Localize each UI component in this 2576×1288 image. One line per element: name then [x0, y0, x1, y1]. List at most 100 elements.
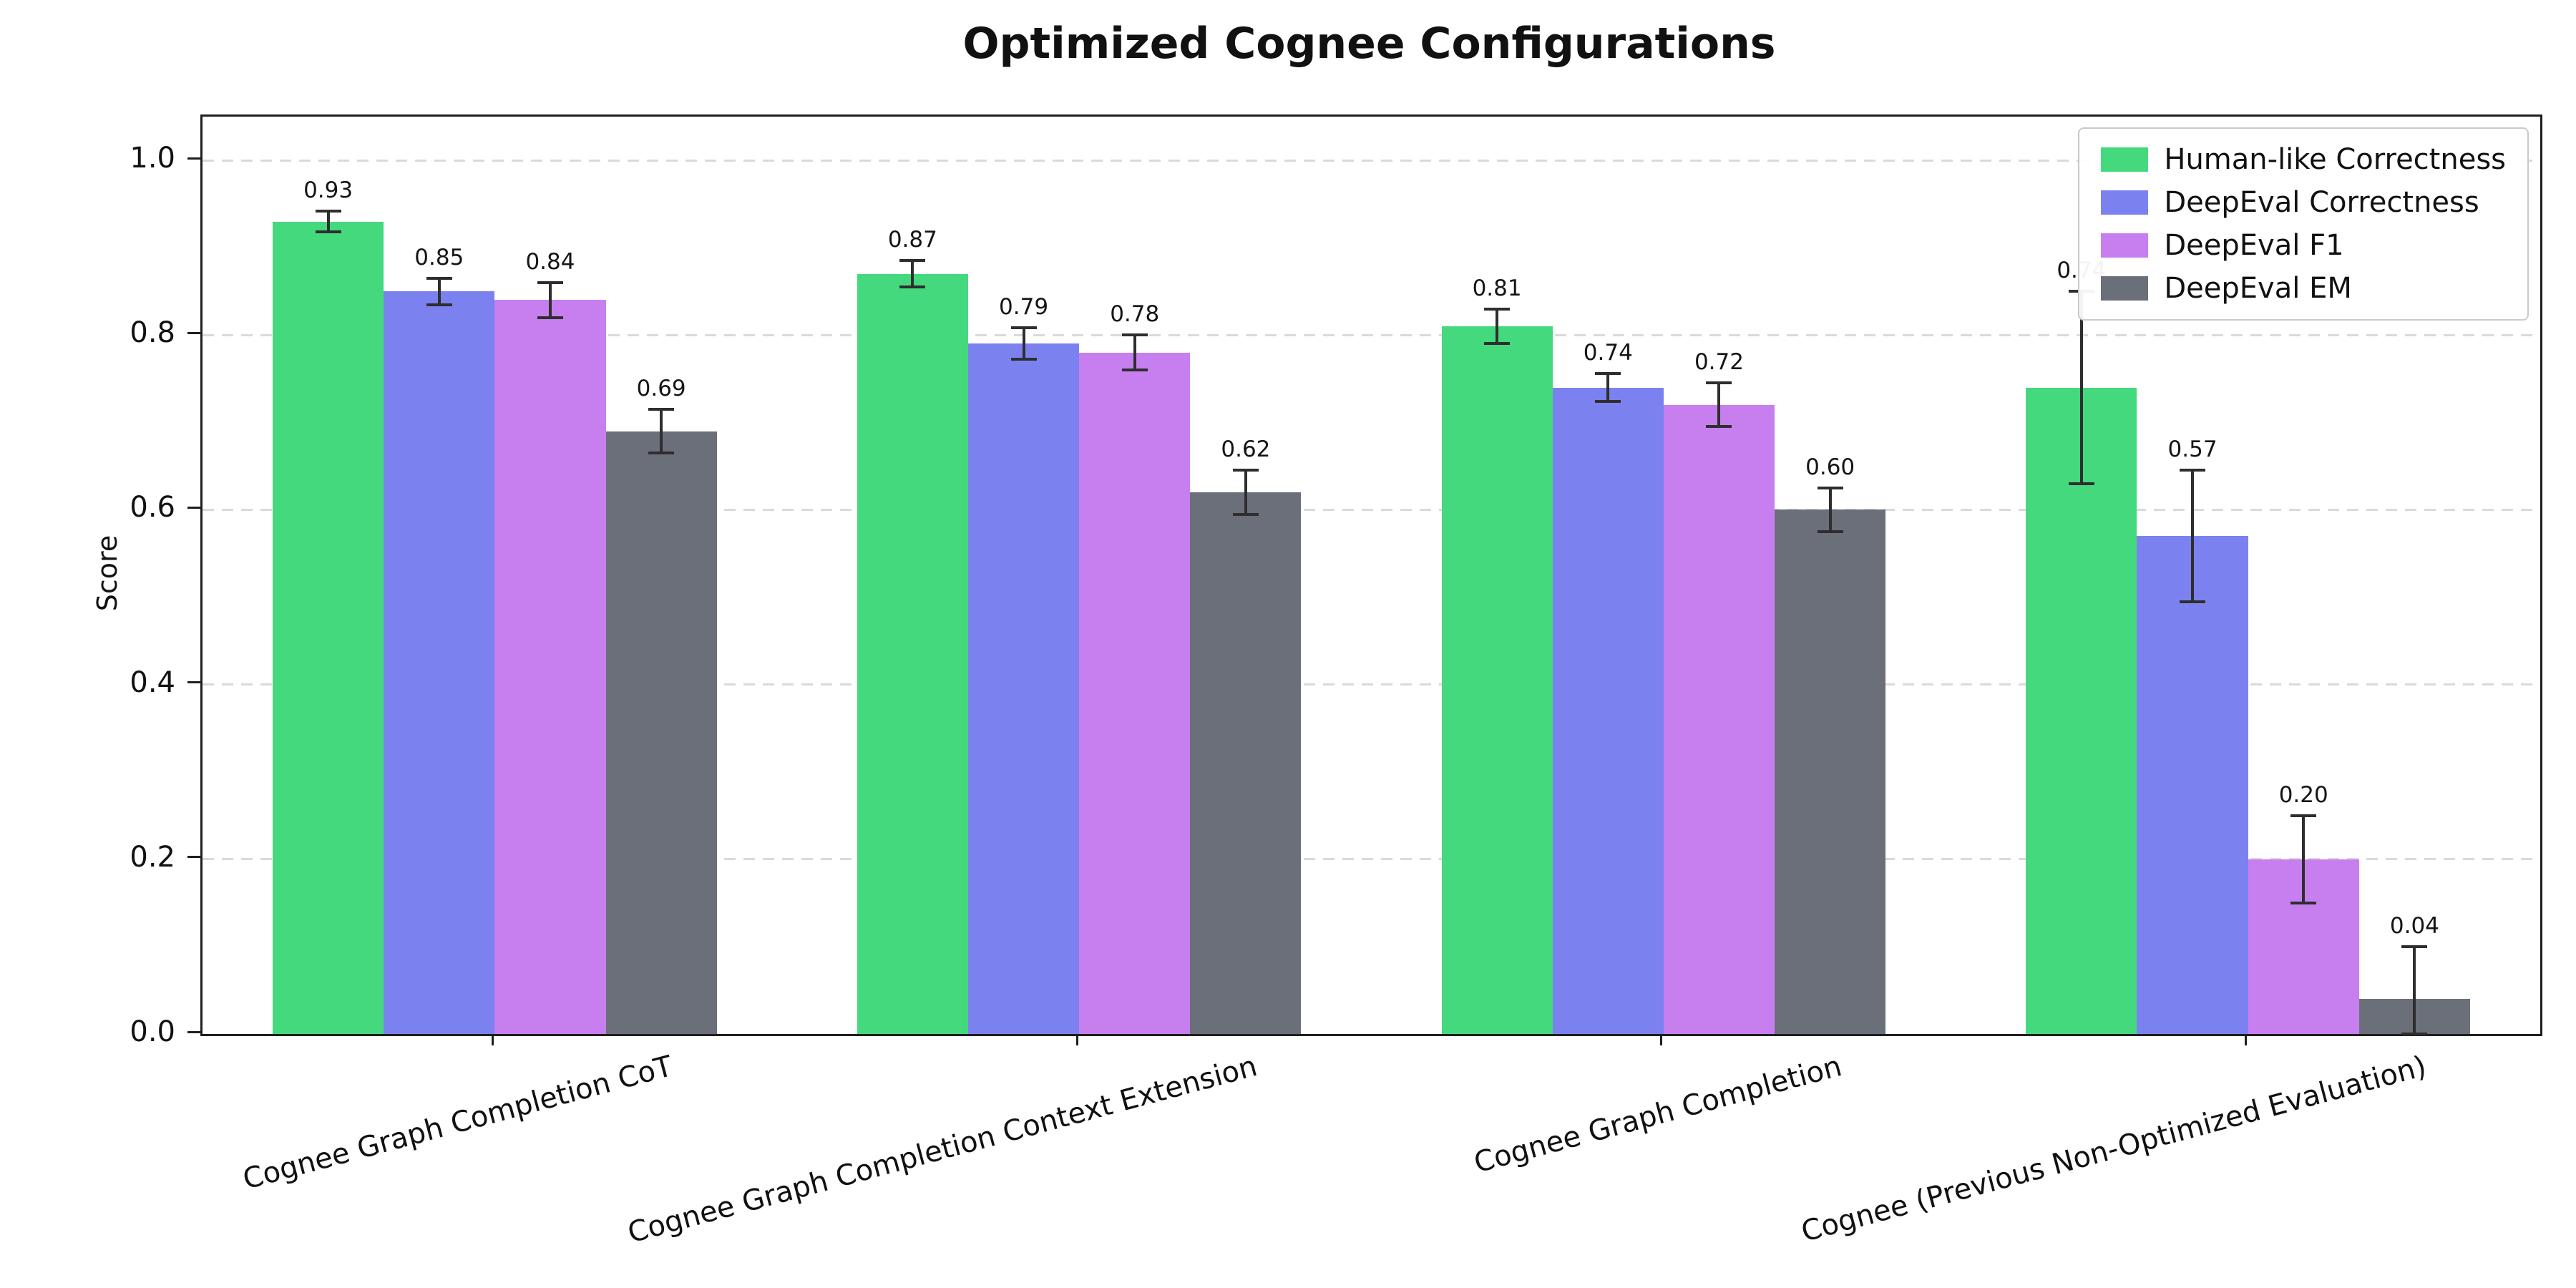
legend: Human-like Correctness DeepEval Correctne… [2078, 127, 2529, 321]
bar-deepeval-correctness-cognee-graph-completion-context-extension [967, 343, 1080, 1034]
bar-value-label: 0.60 [1805, 454, 1855, 480]
error-bar-cap [1706, 381, 1732, 385]
error-bar-cap [1817, 530, 1843, 533]
bar-value-label: 0.87 [887, 227, 937, 253]
legend-swatch-deepeval-em [2101, 276, 2149, 301]
error-bar [1717, 383, 1721, 427]
error-bar-cap [426, 276, 452, 280]
error-bar-cap [1010, 326, 1037, 330]
bar-value-label: 0.74 [1583, 339, 1633, 366]
error-bar-cap [1232, 512, 1259, 516]
bar-deepeval-f1-cognee-graph-completion-context-extension [1079, 352, 1191, 1034]
error-bar-cap [1484, 307, 1511, 311]
error-bar [2302, 815, 2306, 903]
bar-value-label: 0.93 [303, 177, 353, 203]
bar-human-like-correctness-cognee-graph-completion-context-extension [857, 273, 968, 1034]
x-tick-label: Cognee Graph Completion Context Extensio… [624, 1050, 1261, 1250]
error-bar [1244, 470, 1247, 514]
error-bar-cap [1484, 342, 1511, 346]
error-bar [2191, 470, 2195, 602]
error-bar-cap [648, 408, 675, 411]
x-tick-label: Cognee Graph Completion [1470, 1050, 1845, 1180]
error-bar-cap [537, 316, 563, 319]
error-bar [1133, 335, 1136, 371]
bar-value-label: 0.79 [999, 294, 1049, 321]
y-axis-label: Score [92, 535, 123, 612]
bar-human-like-correctness-cognee-graph-completion [1441, 326, 1553, 1034]
legend-swatch-deepeval-correctness [2101, 190, 2149, 215]
error-bar [2079, 291, 2083, 484]
error-bar-cap [1595, 400, 1621, 404]
error-bar-cap [315, 230, 341, 234]
bar-value-label: 0.62 [1221, 436, 1271, 463]
bar-deepeval-em-cognee-graph-completion-cot [605, 431, 717, 1034]
y-tick-mark [187, 331, 200, 334]
bar-human-like-correctness-cognee-previous-non-optimized-evaluation [2026, 387, 2137, 1034]
y-tick-mark [187, 681, 200, 684]
error-bar [1496, 308, 1499, 344]
legend-label: Human-like Correctness [2164, 143, 2506, 176]
bar-deepeval-correctness-cognee-previous-non-optimized-evaluation [2137, 536, 2248, 1034]
y-tick-label: 0.8 [130, 316, 175, 350]
error-bar [911, 260, 914, 288]
legend-label: DeepEval Correctness [2164, 186, 2479, 219]
y-tick-label: 1.0 [130, 142, 175, 175]
bar-value-label: 0.57 [2167, 436, 2218, 463]
legend-item-deepeval-correctness: DeepEval Correctness [2101, 186, 2506, 219]
legend-swatch-human-like-correctness [2101, 147, 2149, 172]
error-bar-cap [2401, 945, 2428, 948]
error-bar [1828, 487, 1832, 532]
gridline-y-0.8 [203, 333, 2540, 336]
y-tick-mark [187, 506, 200, 509]
error-bar-cap [648, 452, 675, 455]
error-bar-cap [315, 209, 341, 213]
error-bar-cap [899, 259, 926, 263]
error-bar-cap [1595, 371, 1621, 375]
y-tick-label: 0.2 [130, 840, 175, 874]
bar-value-label: 0.04 [2389, 912, 2439, 939]
y-tick-mark [187, 157, 200, 160]
error-bar-cap [2290, 901, 2317, 904]
legend-label: DeepEval EM [2164, 272, 2352, 305]
gridline-y-0.6 [203, 508, 2540, 511]
y-tick-label: 0.0 [130, 1015, 175, 1048]
error-bar-cap [1706, 425, 1732, 429]
error-bar [2413, 946, 2416, 1034]
x-tick-label: Cognee (Previous Non-Optimized Evaluatio… [1797, 1050, 2430, 1249]
bar-value-label: 0.84 [525, 248, 575, 275]
x-tick-label: Cognee Graph Completion CoT [240, 1050, 677, 1196]
error-bar-cap [899, 286, 926, 289]
bar-deepeval-f1-cognee-graph-completion-cot [494, 300, 606, 1034]
error-bar [660, 409, 663, 454]
error-bar [548, 282, 552, 318]
y-tick-label: 0.6 [130, 491, 175, 525]
legend-item-deepeval-f1: DeepEval F1 [2101, 229, 2506, 262]
bar-value-label: 0.78 [1110, 301, 1160, 328]
error-bar-cap [1121, 369, 1148, 372]
y-tick-mark [187, 1030, 200, 1033]
error-bar-cap [2180, 469, 2206, 472]
y-tick-mark [187, 856, 200, 859]
error-bar-cap [1817, 486, 1843, 489]
error-bar-cap [1010, 358, 1037, 361]
gridline-y-1.0 [203, 159, 2540, 162]
legend-label: DeepEval F1 [2164, 229, 2344, 262]
error-bar [1606, 373, 1610, 402]
legend-item-deepeval-em: DeepEval EM [2101, 272, 2506, 305]
error-bar-cap [2290, 814, 2317, 817]
error-bar-cap [2180, 600, 2206, 603]
bar-value-label: 0.20 [2278, 781, 2328, 808]
plot-area: 0.930.870.810.740.850.790.740.570.840.78… [200, 114, 2542, 1036]
error-bar-cap [1121, 333, 1148, 337]
error-bar-cap [2068, 482, 2094, 485]
bar-deepeval-em-cognee-graph-completion [1775, 509, 1886, 1034]
bar-deepeval-f1-cognee-graph-completion [1663, 404, 1775, 1034]
y-tick-label: 0.4 [130, 665, 175, 699]
legend-swatch-deepeval-f1 [2101, 233, 2149, 258]
gridline-y-0.2 [203, 858, 2540, 861]
legend-item-human-like-correctness: Human-like Correctness [2101, 143, 2506, 176]
error-bar [1022, 328, 1025, 360]
error-bar-cap [537, 280, 563, 284]
bar-deepeval-em-cognee-graph-completion-context-extension [1190, 492, 1302, 1034]
